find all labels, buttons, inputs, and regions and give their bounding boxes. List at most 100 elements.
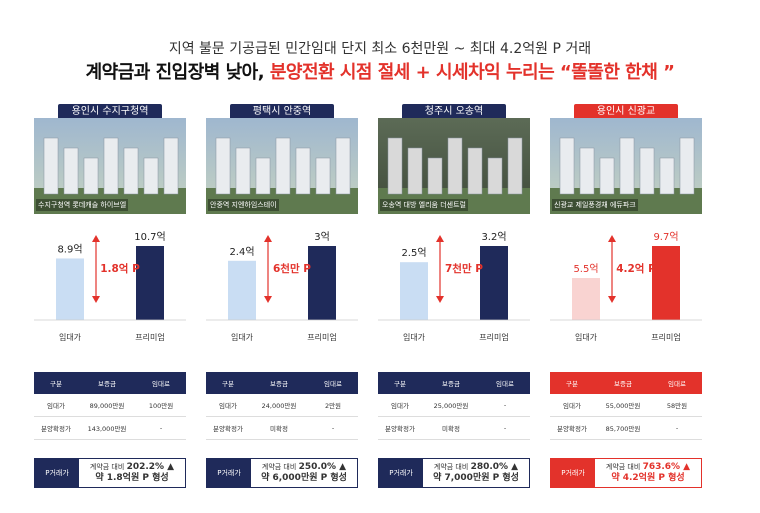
premium-summary: P거래가 계약금 대비 202.2% ▲ 약 1.8억원 P 형성 xyxy=(34,458,186,488)
photo-caption: 수지구청역 롯데캐슬 하이브엘 xyxy=(36,199,129,211)
arrow-down xyxy=(264,296,272,303)
premium-value-label: 9.7억 xyxy=(653,231,678,243)
premium-detail: 계약금 대비 202.2% ▲ 약 1.8억원 P 형성 xyxy=(79,459,185,487)
header-fee: 임대료 xyxy=(324,380,342,388)
row-label: 임대가 xyxy=(563,402,581,410)
pct-value: 280.0% ▲ xyxy=(470,462,519,472)
pct-value: 763.6% ▲ xyxy=(642,462,691,472)
premium-detail: 계약금 대비 763.6% ▲ 약 4.2억원 P 형성 xyxy=(595,459,701,487)
diff-label: 1.8억 P xyxy=(100,263,140,275)
premium-label: P거래가 xyxy=(551,459,595,487)
sale-fee: - xyxy=(675,424,679,432)
building-photo: 오송역 대방 엘리움 더센트럴 xyxy=(378,118,530,214)
pct-text: 계약금 대비 xyxy=(605,463,641,471)
arrow-down xyxy=(92,296,100,303)
row-label: 분양확정가 xyxy=(557,425,587,433)
premium-axis-label: 프리미엄 xyxy=(479,332,508,342)
sale-deposit: 143,000만원 xyxy=(87,425,127,433)
rent-axis-label: 임대가 xyxy=(231,333,254,342)
table-row: 분양확정가 143,000만원 - xyxy=(34,417,186,440)
header-fee: 임대료 xyxy=(496,380,514,388)
table-row: 분양확정가 미확정 - xyxy=(378,417,530,440)
row-label: 분양확정가 xyxy=(41,425,71,433)
rent-value-label: 2.4억 xyxy=(229,246,254,258)
sale-deposit: 미확정 xyxy=(270,425,288,433)
arrow-up xyxy=(436,235,444,242)
sale-fee: - xyxy=(331,424,335,432)
header-fee: 임대료 xyxy=(668,380,686,388)
premium-bar xyxy=(480,246,508,320)
rent-deposit: 24,000만원 xyxy=(261,402,297,410)
rent-deposit: 89,000만원 xyxy=(89,402,125,410)
rent-fee: 58만원 xyxy=(666,402,688,410)
header-category: 구분 xyxy=(222,380,234,388)
rent-fee: 100만원 xyxy=(148,402,174,410)
premium-bar xyxy=(652,246,680,320)
premium-bar xyxy=(308,246,336,320)
row-label: 임대가 xyxy=(47,402,65,410)
headline-part1: 계약금과 진입장벽 낮아, xyxy=(85,62,270,83)
comparison-chart: 5.5억 9.7억 4.2억 P 임대가 프리미엄 xyxy=(550,222,702,352)
premium-summary: P거래가 계약금 대비 280.0% ▲ 약 7,000만원 P 형성 xyxy=(378,458,530,488)
header-category: 구분 xyxy=(394,380,406,388)
header-deposit: 보증금 xyxy=(270,380,288,388)
premium-amount: 약 6,000만원 P 형성 xyxy=(261,473,347,483)
location-tag: 평택시 안중역 xyxy=(230,104,334,120)
premium-amount: 약 7,000만원 P 형성 xyxy=(433,473,519,483)
premium-detail: 계약금 대비 280.0% ▲ 약 7,000만원 P 형성 xyxy=(423,459,529,487)
rent-value-label: 2.5억 xyxy=(401,247,426,259)
rent-bar xyxy=(56,258,84,320)
building-photo: 신광교 제일풍경채 에듀파크 xyxy=(550,118,702,214)
rent-value-label: 8.9억 xyxy=(57,243,82,255)
table-header: 구분 보증금 임대료 xyxy=(378,372,530,394)
rent-axis-label: 임대가 xyxy=(575,333,598,342)
photo-caption: 신광교 제일풍경채 에듀파크 xyxy=(552,199,638,211)
sale-deposit: 미확정 xyxy=(442,425,460,433)
sale-fee: - xyxy=(159,424,163,432)
pct-text: 계약금 대비 xyxy=(433,463,469,471)
premium-label: P거래가 xyxy=(379,459,423,487)
comparison-chart: 2.5억 3.2억 7천만 P 임대가 프리미엄 xyxy=(378,222,530,352)
diff-label: 6천만 P xyxy=(273,262,311,275)
header-deposit: 보증금 xyxy=(442,380,460,388)
row-label: 임대가 xyxy=(219,402,237,410)
diff-label: 4.2억 P xyxy=(616,263,656,275)
rent-axis-label: 임대가 xyxy=(59,333,82,342)
header-deposit: 보증금 xyxy=(614,380,632,388)
table-row: 분양확정가 미확정 - xyxy=(206,417,358,440)
rent-fee: 2만원 xyxy=(324,402,342,410)
building-photo: 안중역 지엔하임스테이 xyxy=(206,118,358,214)
premium-value-label: 3.2억 xyxy=(481,231,506,243)
sale-deposit: 85,700만원 xyxy=(605,425,641,433)
location-tag: 청주시 오송역 xyxy=(402,104,506,120)
premium-summary: P거래가 계약금 대비 250.0% ▲ 약 6,000만원 P 형성 xyxy=(206,458,358,488)
table-header: 구분 보증금 임대료 xyxy=(550,372,702,394)
arrow-up xyxy=(608,235,616,242)
location-tag: 용인시 수지구청역 xyxy=(58,104,162,120)
photo-caption: 안중역 지엔하임스테이 xyxy=(208,199,279,211)
table-row: 임대가 25,000만원 - xyxy=(378,394,530,417)
premium-value-label: 3억 xyxy=(314,231,330,243)
arrow-down xyxy=(436,296,444,303)
row-label: 분양확정가 xyxy=(385,425,415,433)
premium-detail: 계약금 대비 250.0% ▲ 약 6,000만원 P 형성 xyxy=(251,459,357,487)
table-header: 구분 보증금 임대료 xyxy=(206,372,358,394)
price-table: 구분 보증금 임대료 임대가 25,000만원 - 분양확정가 미확정 - P거… xyxy=(378,372,530,488)
premium-summary: P거래가 계약금 대비 763.6% ▲ 약 4.2억원 P 형성 xyxy=(550,458,702,488)
price-table: 구분 보증금 임대료 임대가 24,000만원 2만원 분양확정가 미확정 - … xyxy=(206,372,358,488)
table-row: 임대가 89,000만원 100만원 xyxy=(34,394,186,417)
location-tag: 용인시 신광교 xyxy=(574,104,678,120)
premium-label: P거래가 xyxy=(207,459,251,487)
headline: 계약금과 진입장벽 낮아, 분양전환 시점 절세 + 시세차익 누리는 “똘똘한… xyxy=(0,58,760,84)
rent-fee: - xyxy=(503,401,507,409)
table-row: 임대가 55,000만원 58만원 xyxy=(550,394,702,417)
comparison-chart: 2.4억 3억 6천만 P 임대가 프리미엄 xyxy=(206,222,358,352)
pct-text: 계약금 대비 xyxy=(89,463,125,471)
header-category: 구분 xyxy=(50,380,62,388)
comparison-chart: 8.9억 10.7억 1.8억 P 임대가 프리미엄 xyxy=(34,222,186,352)
rent-bar xyxy=(572,278,600,320)
premium-value-label: 10.7억 xyxy=(134,231,165,243)
premium-axis-label: 프리미엄 xyxy=(135,332,164,342)
price-table: 구분 보증금 임대료 임대가 89,000만원 100만원 분양확정가 143,… xyxy=(34,372,186,488)
rent-value-label: 5.5억 xyxy=(573,263,598,275)
